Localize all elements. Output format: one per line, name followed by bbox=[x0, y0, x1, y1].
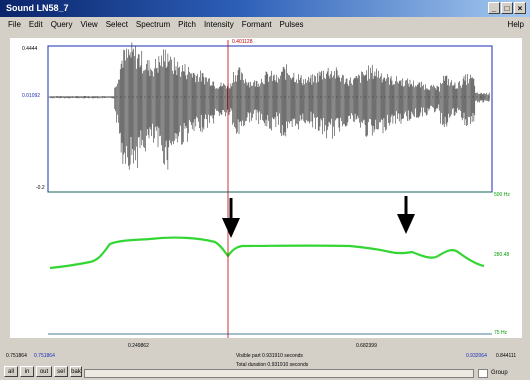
horizontal-scrollbar[interactable] bbox=[84, 369, 474, 378]
group-checkbox[interactable] bbox=[478, 369, 488, 378]
waveform-top-label: 0.4444 bbox=[22, 46, 38, 52]
pitch-bottom-label: 75 Hz bbox=[494, 330, 508, 336]
waveform-frame bbox=[47, 45, 493, 193]
pitch-top-label: 500 Hz bbox=[494, 192, 510, 198]
editor-drawing bbox=[47, 40, 493, 338]
zoom-in-button[interactable]: in bbox=[20, 366, 34, 377]
group-label: Group bbox=[491, 370, 508, 376]
zoom-out-button[interactable]: out bbox=[36, 366, 52, 377]
left-total-label: 0.751864 bbox=[6, 353, 27, 359]
right-visible-label: 0.932064 bbox=[466, 353, 487, 359]
right-total-label: 0.844111 bbox=[496, 353, 517, 359]
menu-file[interactable]: File bbox=[8, 20, 21, 29]
zoom-selection-button[interactable]: sel bbox=[54, 366, 68, 377]
time-ruler: 0.751864 0.751864 0.249862 0.682399 Visi… bbox=[0, 343, 530, 368]
left-visible-label: 0.751864 bbox=[34, 353, 55, 359]
pitch-contour bbox=[49, 236, 485, 270]
menu-help[interactable]: Help bbox=[507, 20, 524, 29]
menu-pulses[interactable]: Pulses bbox=[279, 20, 304, 29]
close-button[interactable]: × bbox=[514, 2, 526, 14]
visible-part-label: Visible part 0.931910 seconds bbox=[236, 353, 303, 359]
menu-pitch[interactable]: Pitch bbox=[178, 20, 196, 29]
window-title: Sound LN58_7 bbox=[6, 3, 69, 13]
waveform-mid-label: 0.01092 bbox=[22, 93, 41, 99]
menu-edit[interactable]: Edit bbox=[28, 20, 43, 29]
waveform-bottom-label: -0.2 bbox=[36, 185, 45, 191]
bottom-toolbar: all in out sel bak Group bbox=[0, 366, 530, 380]
zoom-back-button[interactable]: bak bbox=[70, 366, 82, 377]
maximize-button[interactable]: □ bbox=[501, 2, 513, 14]
menu-bar: File Edit Query View Select Spectrum Pit… bbox=[0, 17, 530, 33]
menu-formant[interactable]: Formant bbox=[241, 20, 272, 29]
sound-editor-canvas[interactable]: 0.401128 0.4444 0.01092 -0.2 500 Hz 280.… bbox=[10, 38, 522, 338]
pitch-value-label: 280.48 bbox=[494, 252, 510, 258]
arrow-down-icon bbox=[222, 198, 240, 238]
waveform-trace bbox=[49, 42, 490, 170]
menu-spectrum[interactable]: Spectrum bbox=[135, 20, 171, 29]
window-controls: _ □ × bbox=[488, 2, 526, 15]
waveform bbox=[49, 42, 490, 170]
zoom-all-button[interactable]: all bbox=[4, 366, 18, 377]
minimize-button[interactable]: _ bbox=[488, 2, 500, 14]
segment-right-label: 0.682399 bbox=[356, 343, 377, 349]
menu-intensity[interactable]: Intensity bbox=[203, 20, 234, 29]
arrow-down-icon bbox=[397, 196, 415, 234]
segment-left-label: 0.249862 bbox=[128, 343, 149, 349]
total-duration-label: Total duration 0.931910 seconds bbox=[236, 362, 309, 368]
menu-view[interactable]: View bbox=[80, 20, 98, 29]
window-titlebar: Sound LN58_7 _ □ × bbox=[0, 0, 530, 17]
menu-query[interactable]: Query bbox=[50, 20, 73, 29]
menu-select[interactable]: Select bbox=[105, 20, 128, 29]
cursor-time-label: 0.401128 bbox=[232, 39, 253, 45]
